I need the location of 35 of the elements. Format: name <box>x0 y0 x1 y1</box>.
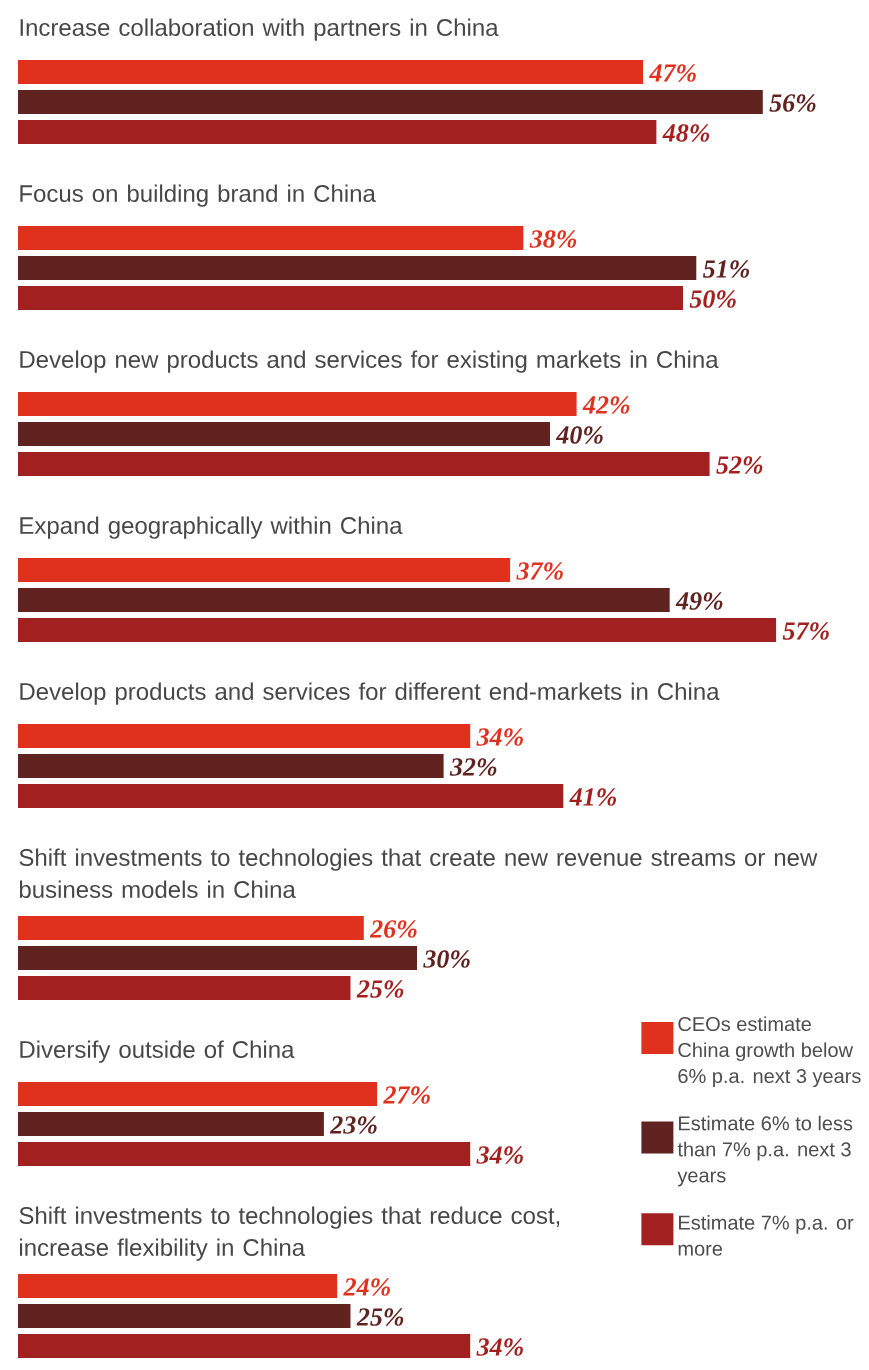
legend-label: Estimate 6% to less than 7% p.a. next 3 years <box>677 1115 853 1187</box>
y-tick-label: Shift investments to technologies that reduce cost, increase flexibility in China <box>19 1206 560 1261</box>
y-tick-label: Increase collaboration with partners in China <box>20 18 499 41</box>
data-label: 32% <box>449 758 497 776</box>
data-label: 23% <box>329 1116 377 1134</box>
data-label: 49% <box>675 592 723 610</box>
legend-label: CEOs estimate China growth below 6% p.a. next 3 years <box>678 1016 861 1088</box>
data-label: 47% <box>649 64 696 82</box>
y-tick-label: Expand geographically within China <box>20 516 403 539</box>
data-label: 27% <box>383 1086 430 1104</box>
data-label: 30% <box>423 950 470 968</box>
data-label: 37% <box>516 562 563 580</box>
data-label: 56% <box>769 94 816 112</box>
data-label: 50% <box>689 290 736 308</box>
legend-label: Estimate 7% p.a. or more <box>678 1215 854 1256</box>
data-label: 38% <box>529 230 577 248</box>
data-label: 57% <box>782 622 829 640</box>
data-label: 42% <box>582 396 630 414</box>
data-label: 34% <box>476 1338 523 1356</box>
data-label: 41% <box>569 788 617 806</box>
data-label: 26% <box>369 920 417 938</box>
data-label: 24% <box>343 1278 390 1296</box>
data-label: 52% <box>716 456 763 474</box>
y-tick-label: Diversify outside of China <box>20 1040 295 1063</box>
data-label: 25% <box>356 980 404 998</box>
y-tick-label: Focus on building brand in China <box>20 184 376 207</box>
data-label: 34% <box>476 728 523 746</box>
y-tick-label: Shift investments to technologies that create new revenue streams or new business models in China <box>19 848 818 899</box>
data-label: 25% <box>356 1308 404 1326</box>
y-tick-label: Develop products and services for different end-markets in China <box>20 682 720 705</box>
data-label: 40% <box>555 426 603 444</box>
y-tick-label: Develop new products and services for existing markets in China <box>20 350 719 373</box>
data-label: 48% <box>662 124 710 142</box>
data-label: 51% <box>702 260 750 278</box>
data-label: 34% <box>476 1146 523 1164</box>
